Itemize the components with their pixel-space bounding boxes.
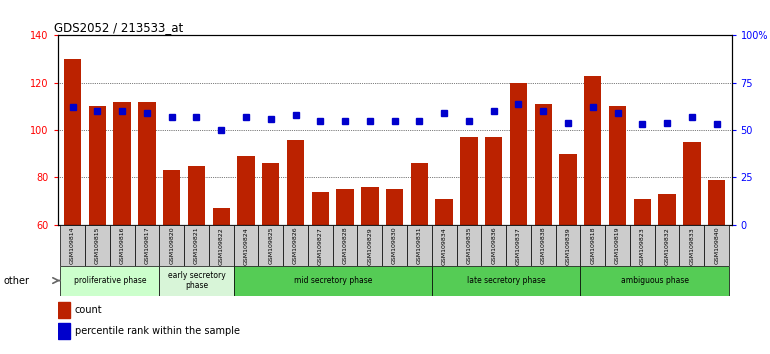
Text: GSM109829: GSM109829 xyxy=(367,227,373,264)
Bar xyxy=(658,194,676,225)
Text: GSM109816: GSM109816 xyxy=(119,227,125,264)
FancyBboxPatch shape xyxy=(531,225,556,266)
FancyBboxPatch shape xyxy=(259,225,283,266)
Bar xyxy=(89,107,106,225)
Text: GSM109827: GSM109827 xyxy=(318,227,323,264)
Text: mid secretory phase: mid secretory phase xyxy=(293,276,372,285)
Text: GSM109831: GSM109831 xyxy=(417,227,422,264)
FancyBboxPatch shape xyxy=(382,225,407,266)
Text: GSM109824: GSM109824 xyxy=(243,227,249,264)
FancyBboxPatch shape xyxy=(85,225,110,266)
FancyBboxPatch shape xyxy=(432,225,457,266)
Bar xyxy=(188,166,205,225)
FancyBboxPatch shape xyxy=(233,225,259,266)
FancyBboxPatch shape xyxy=(60,266,159,296)
Text: GSM109838: GSM109838 xyxy=(541,227,546,264)
Text: GDS2052 / 213533_at: GDS2052 / 213533_at xyxy=(55,21,183,34)
FancyBboxPatch shape xyxy=(581,266,729,296)
Text: other: other xyxy=(4,275,30,286)
Text: GSM109830: GSM109830 xyxy=(392,227,397,264)
FancyBboxPatch shape xyxy=(233,266,432,296)
Bar xyxy=(139,102,156,225)
Bar xyxy=(460,137,477,225)
Bar xyxy=(213,208,230,225)
FancyBboxPatch shape xyxy=(432,266,581,296)
FancyBboxPatch shape xyxy=(184,225,209,266)
Text: GSM109819: GSM109819 xyxy=(615,227,620,264)
Text: GSM109837: GSM109837 xyxy=(516,227,521,264)
Bar xyxy=(312,192,329,225)
Text: percentile rank within the sample: percentile rank within the sample xyxy=(75,326,239,336)
Text: GSM109814: GSM109814 xyxy=(70,227,75,264)
Text: GSM109833: GSM109833 xyxy=(689,227,695,264)
Bar xyxy=(634,199,651,225)
Text: GSM109822: GSM109822 xyxy=(219,227,224,264)
FancyBboxPatch shape xyxy=(506,225,531,266)
Bar xyxy=(361,187,379,225)
Bar xyxy=(436,199,453,225)
Bar xyxy=(64,59,82,225)
Text: GSM109818: GSM109818 xyxy=(591,227,595,264)
Text: GSM109836: GSM109836 xyxy=(491,227,496,264)
FancyBboxPatch shape xyxy=(110,225,135,266)
Bar xyxy=(336,189,353,225)
FancyBboxPatch shape xyxy=(333,225,357,266)
FancyBboxPatch shape xyxy=(457,225,481,266)
Text: GSM109820: GSM109820 xyxy=(169,227,174,264)
FancyBboxPatch shape xyxy=(135,225,159,266)
FancyBboxPatch shape xyxy=(630,225,654,266)
Text: GSM109823: GSM109823 xyxy=(640,227,644,264)
Text: GSM109832: GSM109832 xyxy=(665,227,670,264)
Text: count: count xyxy=(75,305,102,315)
FancyBboxPatch shape xyxy=(357,225,382,266)
Bar xyxy=(287,139,304,225)
Bar xyxy=(113,102,131,225)
FancyBboxPatch shape xyxy=(159,225,184,266)
FancyBboxPatch shape xyxy=(705,225,729,266)
Text: GSM109835: GSM109835 xyxy=(467,227,471,264)
Text: early secretory
phase: early secretory phase xyxy=(168,271,226,290)
Text: GSM109825: GSM109825 xyxy=(268,227,273,264)
Bar xyxy=(708,180,725,225)
Text: GSM109817: GSM109817 xyxy=(145,227,149,264)
Text: GSM109839: GSM109839 xyxy=(565,227,571,264)
Bar xyxy=(584,76,601,225)
Bar xyxy=(237,156,255,225)
Bar xyxy=(485,137,502,225)
Text: late secretory phase: late secretory phase xyxy=(467,276,545,285)
FancyBboxPatch shape xyxy=(556,225,581,266)
Bar xyxy=(559,154,577,225)
FancyBboxPatch shape xyxy=(654,225,679,266)
Bar xyxy=(510,83,527,225)
Bar xyxy=(262,163,280,225)
Text: ambiguous phase: ambiguous phase xyxy=(621,276,688,285)
Bar xyxy=(609,107,626,225)
Bar xyxy=(163,170,180,225)
Text: GSM109826: GSM109826 xyxy=(293,227,298,264)
Bar xyxy=(58,302,70,318)
FancyBboxPatch shape xyxy=(283,225,308,266)
FancyBboxPatch shape xyxy=(605,225,630,266)
FancyBboxPatch shape xyxy=(679,225,705,266)
FancyBboxPatch shape xyxy=(308,225,333,266)
Text: GSM109821: GSM109821 xyxy=(194,227,199,264)
Bar xyxy=(386,189,403,225)
Text: GSM109834: GSM109834 xyxy=(442,227,447,264)
Text: proliferative phase: proliferative phase xyxy=(73,276,146,285)
Bar xyxy=(683,142,701,225)
FancyBboxPatch shape xyxy=(159,266,233,296)
FancyBboxPatch shape xyxy=(407,225,432,266)
Bar xyxy=(58,323,70,339)
Bar xyxy=(410,163,428,225)
Text: GSM109840: GSM109840 xyxy=(714,227,719,264)
FancyBboxPatch shape xyxy=(209,225,233,266)
FancyBboxPatch shape xyxy=(481,225,506,266)
Text: GSM109815: GSM109815 xyxy=(95,227,100,264)
FancyBboxPatch shape xyxy=(60,225,85,266)
Bar xyxy=(534,104,552,225)
Text: GSM109828: GSM109828 xyxy=(343,227,347,264)
FancyBboxPatch shape xyxy=(581,225,605,266)
